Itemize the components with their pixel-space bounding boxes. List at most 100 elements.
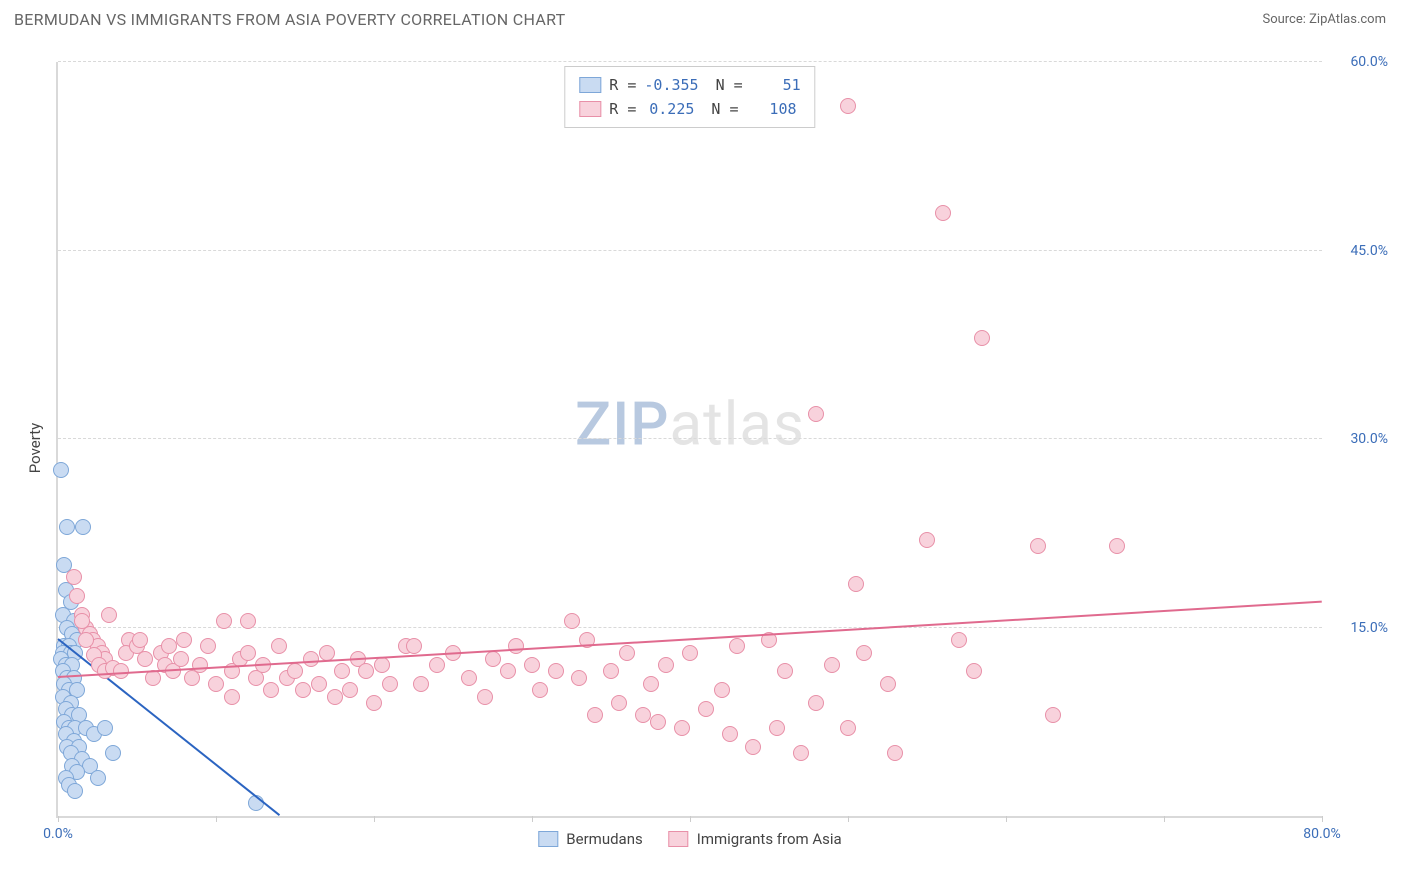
data-point xyxy=(69,764,85,780)
data-point xyxy=(64,657,80,673)
data-point xyxy=(69,682,85,698)
data-point xyxy=(287,663,303,679)
data-point xyxy=(674,720,690,736)
data-point xyxy=(118,645,134,661)
data-point xyxy=(129,638,145,654)
legend-row: R = -0.355 N = 51 xyxy=(579,73,800,97)
data-point xyxy=(61,682,77,698)
data-point xyxy=(63,745,79,761)
data-point xyxy=(714,682,730,698)
data-point xyxy=(327,689,343,705)
data-point xyxy=(55,689,71,705)
data-point xyxy=(643,676,659,692)
data-point xyxy=(279,670,295,686)
scatter-plot: ZIPatlas R = -0.355 N = 51 R = 0.225 N =… xyxy=(56,62,1322,818)
data-point xyxy=(97,651,113,667)
data-point xyxy=(74,751,90,767)
data-point xyxy=(78,632,94,648)
data-point xyxy=(603,663,619,679)
data-point xyxy=(619,645,635,661)
x-tick xyxy=(690,816,691,822)
x-tick xyxy=(374,816,375,822)
data-point xyxy=(67,720,83,736)
data-point xyxy=(824,657,840,673)
x-tick xyxy=(1164,816,1165,822)
data-point xyxy=(793,745,809,761)
data-point xyxy=(58,657,74,673)
data-point xyxy=(66,569,82,585)
chart-title: BERMUDAN VS IMMIGRANTS FROM ASIA POVERTY… xyxy=(14,10,565,29)
data-point xyxy=(808,695,824,711)
data-point xyxy=(271,638,287,654)
x-tick xyxy=(58,816,59,822)
series-swatch-icon xyxy=(538,831,558,847)
data-point xyxy=(334,663,350,679)
data-point xyxy=(635,707,651,723)
data-point xyxy=(611,695,627,711)
data-point xyxy=(1030,538,1046,554)
data-point xyxy=(722,726,738,742)
data-point xyxy=(97,720,113,736)
data-point xyxy=(74,607,90,623)
data-point xyxy=(263,682,279,698)
legend-item: Immigrants from Asia xyxy=(669,830,842,848)
data-point xyxy=(61,720,77,736)
data-point xyxy=(887,745,903,761)
data-point xyxy=(208,676,224,692)
data-point xyxy=(53,462,69,478)
data-point xyxy=(85,632,101,648)
data-point xyxy=(66,670,82,686)
watermark: ZIPatlas xyxy=(575,388,805,459)
data-point xyxy=(101,607,117,623)
data-point xyxy=(55,607,71,623)
y-tick-label: 30.0% xyxy=(1328,431,1388,447)
y-tick-label: 60.0% xyxy=(1328,54,1388,70)
data-point xyxy=(59,670,75,686)
series-swatch-icon xyxy=(579,101,601,117)
data-point xyxy=(58,770,74,786)
data-point xyxy=(56,714,72,730)
data-point xyxy=(240,645,256,661)
data-point xyxy=(56,676,72,692)
data-point xyxy=(67,783,83,799)
data-point xyxy=(524,657,540,673)
data-point xyxy=(374,657,390,673)
data-point xyxy=(58,701,74,717)
data-point xyxy=(1045,707,1061,723)
data-point xyxy=(105,745,121,761)
legend-item: Bermudans xyxy=(538,830,642,848)
data-point xyxy=(224,689,240,705)
data-point xyxy=(192,657,208,673)
data-point xyxy=(429,657,445,673)
data-point xyxy=(295,682,311,698)
data-point xyxy=(82,626,98,642)
data-point xyxy=(75,519,91,535)
data-point xyxy=(951,632,967,648)
data-point xyxy=(406,638,422,654)
data-point xyxy=(840,98,856,114)
series-swatch-icon xyxy=(579,77,601,93)
y-axis-label: Poverty xyxy=(26,423,44,473)
data-point xyxy=(71,707,87,723)
data-point xyxy=(808,406,824,422)
data-point xyxy=(319,645,335,661)
data-point xyxy=(78,720,94,736)
data-point xyxy=(86,647,102,663)
data-point xyxy=(1109,538,1125,554)
data-point xyxy=(69,588,85,604)
data-point xyxy=(966,663,982,679)
data-point xyxy=(53,651,69,667)
data-point xyxy=(71,739,87,755)
data-point xyxy=(59,620,75,636)
data-point xyxy=(78,620,94,636)
data-point xyxy=(64,758,80,774)
x-tick xyxy=(1006,816,1007,822)
data-point xyxy=(303,651,319,667)
x-tick xyxy=(216,816,217,822)
data-point xyxy=(94,645,110,661)
data-point xyxy=(132,632,148,648)
data-point xyxy=(63,695,79,711)
data-point xyxy=(165,663,181,679)
chart-header: BERMUDAN VS IMMIGRANTS FROM ASIA POVERTY… xyxy=(0,0,1406,35)
data-point xyxy=(90,638,106,654)
